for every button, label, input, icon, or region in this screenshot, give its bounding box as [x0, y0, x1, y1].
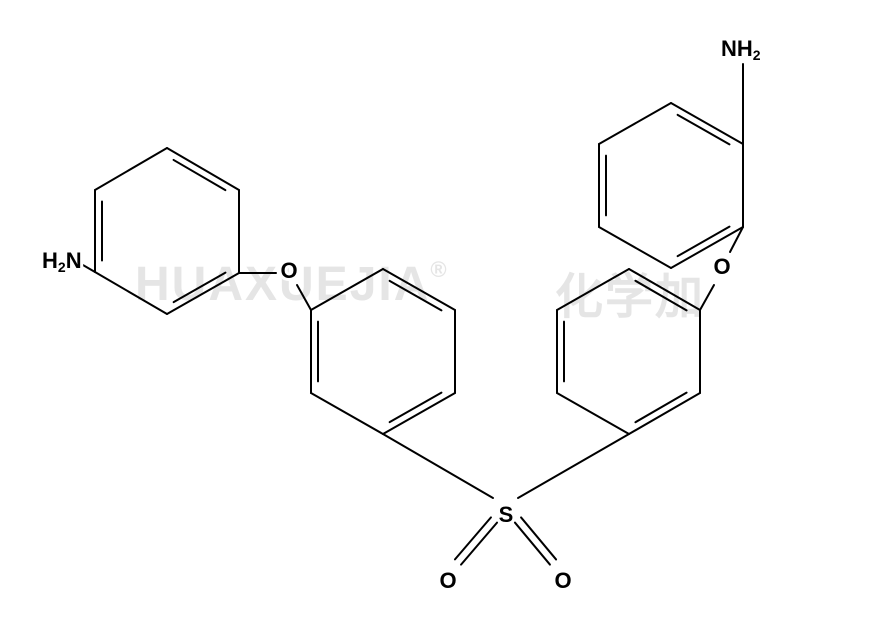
molecule-diagram: H2NH2NOOSSOOOOOONH2NH2 — [0, 0, 876, 624]
atom-label-S_center: S — [499, 502, 514, 527]
atom-label-O_dbl_l: O — [439, 568, 456, 593]
atom-label-O_dbl_r: O — [554, 568, 571, 593]
atom-label-O_right: O — [713, 254, 730, 279]
atom-label-NH2_right: NH2 — [721, 36, 761, 63]
atom-label-NH2_left: H2N — [42, 248, 82, 275]
atom-label-O_left: O — [280, 258, 297, 283]
